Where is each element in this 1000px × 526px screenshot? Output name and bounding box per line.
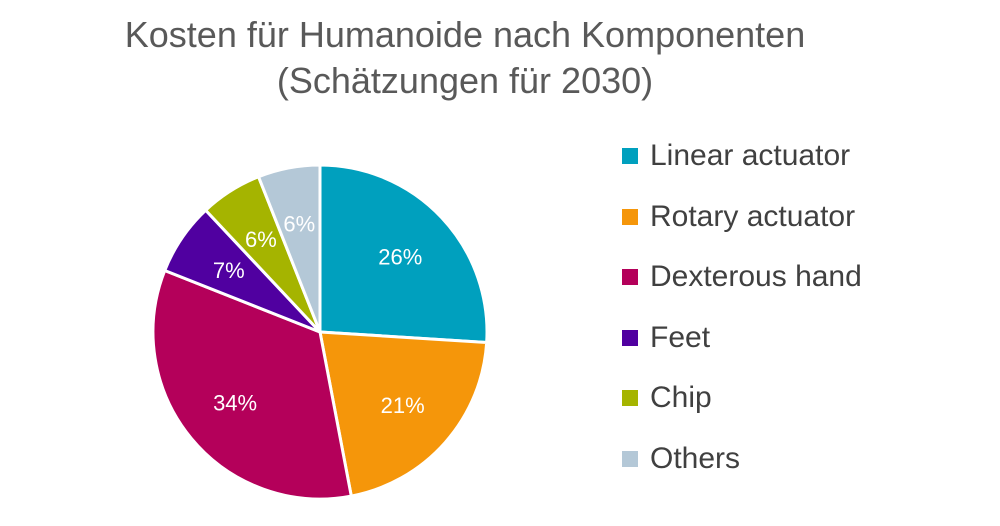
legend-label-feet: Feet — [650, 320, 711, 354]
legend-label-linear-actuator: Linear actuator — [650, 139, 851, 173]
legend-swatch-dexterous-hand — [622, 269, 638, 286]
legend-item-linear-actuator: Linear actuator — [622, 126, 862, 187]
legend-item-dexterous-hand: Dexterous hand — [622, 247, 862, 308]
pie-slice-rotary-actuator — [318, 330, 489, 498]
legend-swatch-others — [622, 450, 638, 467]
chart-title: Kosten für Humanoide nach Komponenten (S… — [40, 12, 890, 104]
legend-item-chip: Chip — [622, 368, 862, 429]
data-label-linear-actuator: 26% — [378, 245, 422, 270]
data-label-rotary-actuator: 21% — [381, 393, 425, 418]
data-label-chip: 6% — [245, 227, 277, 252]
legend-swatch-linear-actuator — [622, 148, 638, 165]
data-label-feet: 7% — [213, 258, 245, 283]
legend-swatch-chip — [622, 390, 638, 407]
legend-swatch-feet — [622, 329, 638, 346]
legend-item-feet: Feet — [622, 308, 862, 369]
legend-item-others: Others — [622, 429, 862, 490]
data-label-dexterous-hand: 34% — [213, 390, 257, 415]
chart-title-line-1: Kosten für Humanoide nach Komponenten — [124, 14, 806, 55]
pie-slice-others — [257, 163, 322, 334]
legend-label-others: Others — [650, 441, 741, 475]
legend-label-dexterous-hand: Dexterous hand — [650, 260, 862, 294]
legend-item-rotary-actuator: Rotary actuator — [622, 187, 862, 248]
legend: Linear actuator Rotary actuator Dexterou… — [622, 126, 862, 489]
legend-swatch-rotary-actuator — [622, 208, 638, 225]
chart-title-line-2: (Schätzungen für 2030) — [276, 60, 654, 101]
data-label-others: 6% — [283, 212, 315, 237]
legend-label-chip: Chip — [650, 381, 712, 415]
pie-slice-linear-actuator — [318, 163, 489, 344]
pie-slice-dexterous-hand — [151, 269, 353, 501]
legend-label-rotary-actuator: Rotary actuator — [650, 199, 856, 233]
